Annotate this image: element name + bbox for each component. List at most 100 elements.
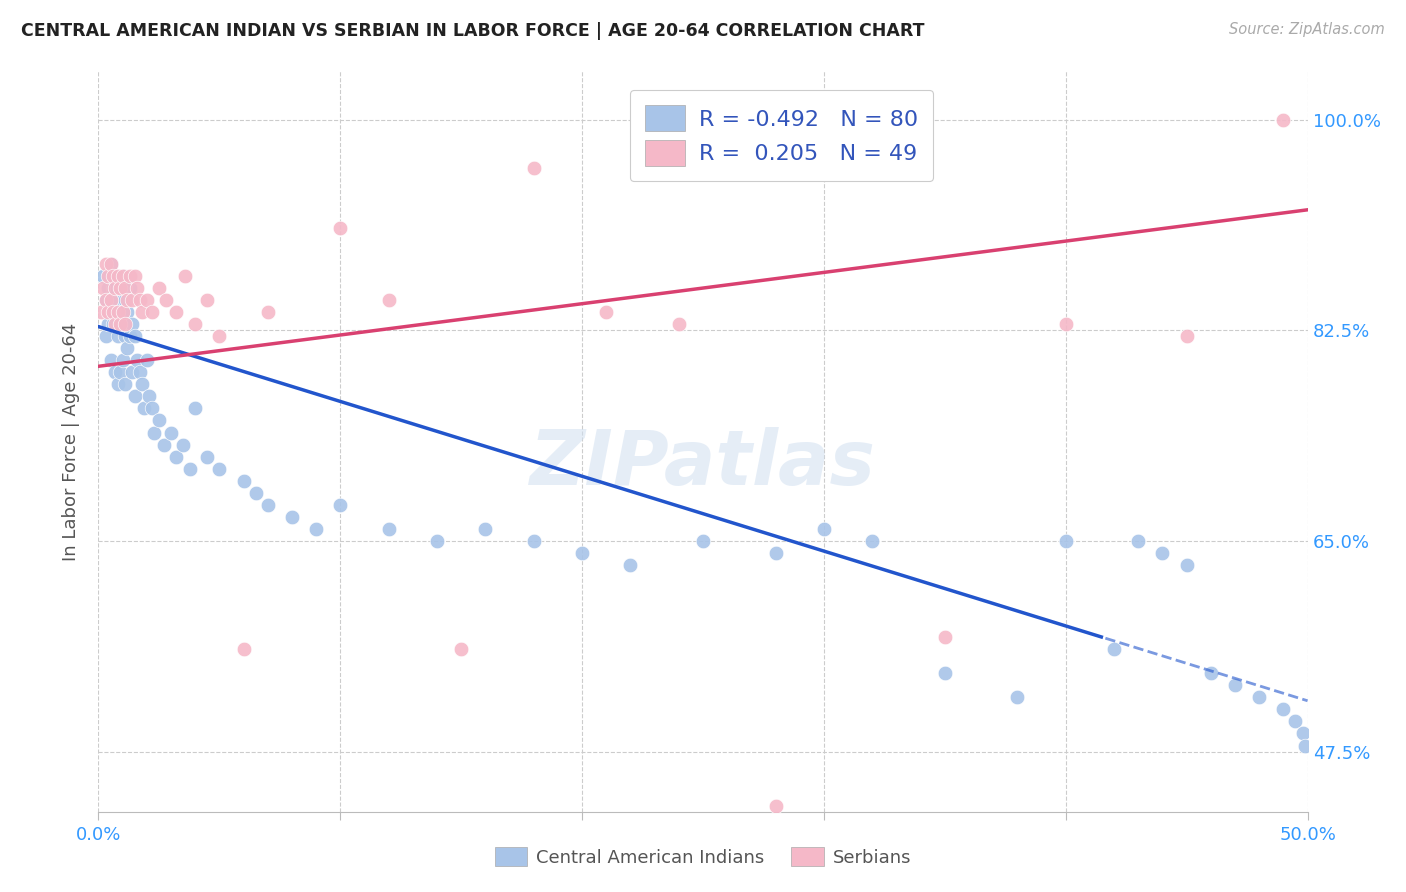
Point — [121, 293, 143, 307]
Point — [184, 401, 207, 416]
Point — [100, 257, 122, 271]
Point — [94, 257, 117, 271]
Point — [104, 268, 127, 283]
Point — [118, 281, 141, 295]
Point — [256, 305, 278, 319]
Point — [94, 293, 117, 307]
Legend: Central American Indians, Serbians: Central American Indians, Serbians — [488, 840, 918, 874]
Point — [172, 437, 194, 451]
Text: ZIPatlas: ZIPatlas — [530, 426, 876, 500]
Point — [135, 293, 157, 307]
Point — [108, 281, 131, 295]
Point — [143, 425, 166, 440]
Point — [111, 268, 134, 283]
Point — [934, 630, 956, 644]
Point — [118, 268, 141, 283]
Point — [101, 268, 124, 283]
Point — [208, 461, 231, 475]
Point — [107, 293, 129, 307]
Point — [108, 317, 131, 331]
Point — [195, 450, 218, 464]
Point — [165, 305, 187, 319]
Point — [329, 498, 352, 512]
Point — [108, 281, 131, 295]
Point — [104, 365, 127, 379]
Point — [114, 377, 136, 392]
Point — [107, 329, 129, 343]
Point — [305, 522, 328, 536]
Point — [128, 365, 150, 379]
Point — [765, 546, 787, 560]
Point — [377, 293, 399, 307]
Point — [1284, 714, 1306, 729]
Point — [117, 293, 139, 307]
Point — [141, 305, 163, 319]
Point — [114, 293, 136, 307]
Y-axis label: In Labor Force | Age 20-64: In Labor Force | Age 20-64 — [62, 322, 80, 561]
Point — [104, 317, 127, 331]
Point — [97, 281, 120, 295]
Point — [107, 268, 129, 283]
Point — [128, 293, 150, 307]
Point — [100, 293, 122, 307]
Point — [1128, 533, 1150, 548]
Point — [100, 257, 122, 271]
Point — [692, 533, 714, 548]
Point — [104, 281, 127, 295]
Point — [118, 329, 141, 343]
Legend: R = -0.492   N = 80, R =  0.205   N = 49: R = -0.492 N = 80, R = 0.205 N = 49 — [630, 90, 934, 181]
Point — [1272, 702, 1295, 716]
Point — [595, 305, 617, 319]
Point — [131, 377, 153, 392]
Point — [94, 329, 117, 343]
Point — [108, 365, 131, 379]
Point — [1007, 690, 1029, 705]
Point — [245, 485, 267, 500]
Text: CENTRAL AMERICAN INDIAN VS SERBIAN IN LABOR FORCE | AGE 20-64 CORRELATION CHART: CENTRAL AMERICAN INDIAN VS SERBIAN IN LA… — [21, 22, 925, 40]
Point — [165, 450, 187, 464]
Point — [1175, 329, 1198, 343]
Point — [184, 317, 207, 331]
Point — [91, 268, 114, 283]
Point — [114, 281, 136, 295]
Point — [232, 642, 254, 657]
Point — [141, 401, 163, 416]
Point — [108, 317, 131, 331]
Point — [97, 317, 120, 331]
Point — [111, 353, 134, 368]
Point — [111, 305, 134, 319]
Point — [813, 522, 835, 536]
Point — [152, 437, 174, 451]
Point — [121, 317, 143, 331]
Point — [377, 522, 399, 536]
Point — [111, 268, 134, 283]
Point — [208, 329, 231, 343]
Point — [329, 220, 352, 235]
Point — [100, 353, 122, 368]
Point — [523, 161, 546, 175]
Point — [155, 293, 177, 307]
Point — [121, 365, 143, 379]
Point — [256, 498, 278, 512]
Point — [91, 281, 114, 295]
Point — [1292, 726, 1315, 740]
Point — [104, 305, 127, 319]
Point — [131, 305, 153, 319]
Point — [90, 305, 112, 319]
Point — [934, 666, 956, 681]
Point — [195, 293, 218, 307]
Point — [101, 281, 124, 295]
Point — [97, 268, 120, 283]
Point — [127, 353, 149, 368]
Point — [114, 329, 136, 343]
Point — [1152, 546, 1174, 560]
Point — [860, 533, 883, 548]
Text: Source: ZipAtlas.com: Source: ZipAtlas.com — [1229, 22, 1385, 37]
Point — [474, 522, 496, 536]
Point — [101, 305, 124, 319]
Point — [1102, 642, 1125, 657]
Point — [160, 425, 183, 440]
Point — [1249, 690, 1271, 705]
Point — [1054, 317, 1077, 331]
Point — [232, 474, 254, 488]
